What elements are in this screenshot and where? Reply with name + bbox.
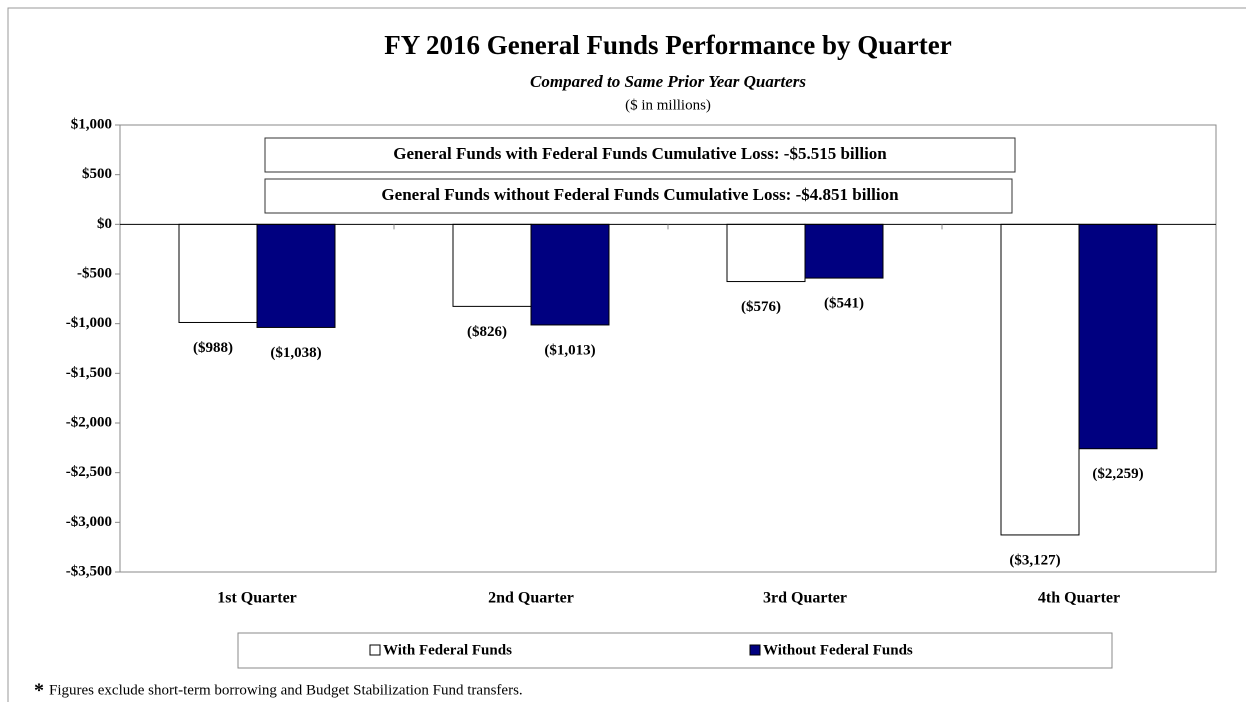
data-label: ($2,259) xyxy=(1092,466,1143,482)
footnote: Figures exclude short-term borrowing and… xyxy=(49,682,523,698)
x-tick-label: 1st Quarter xyxy=(217,590,297,607)
y-tick-label: -$500 xyxy=(77,265,112,281)
chart-subtitle: Compared to Same Prior Year Quarters xyxy=(530,72,806,91)
legend-swatch xyxy=(369,644,381,656)
bar xyxy=(452,223,532,307)
legend-swatch xyxy=(749,644,761,656)
x-tick-label: 2nd Quarter xyxy=(488,590,574,607)
x-tick-label: 3rd Quarter xyxy=(763,590,847,607)
bar xyxy=(178,223,258,323)
chart-title: FY 2016 General Funds Performance by Qua… xyxy=(384,30,951,60)
bar xyxy=(1078,223,1158,450)
y-tick-label: $1,000 xyxy=(71,116,112,132)
bar xyxy=(530,223,610,326)
y-tick-label: -$2,500 xyxy=(66,464,112,480)
legend-label: With Federal Funds xyxy=(383,642,512,658)
data-label: ($988) xyxy=(193,340,233,356)
y-tick-label: -$3,000 xyxy=(66,514,112,530)
y-tick-label: -$1,000 xyxy=(66,315,112,331)
data-label: ($541) xyxy=(824,296,864,312)
annotation: General Funds with Federal Funds Cumulat… xyxy=(393,144,887,163)
frame xyxy=(7,7,1246,702)
legend-label: Without Federal Funds xyxy=(763,642,913,658)
footnote-marker: * xyxy=(34,680,44,702)
bar xyxy=(1000,223,1080,536)
y-tick-label: -$1,500 xyxy=(66,365,112,381)
legend-box xyxy=(237,632,1113,669)
data-label: ($576) xyxy=(741,299,781,315)
annotation: General Funds without Federal Funds Cumu… xyxy=(381,185,899,204)
y-tick-label: $500 xyxy=(82,166,112,182)
annotation-box xyxy=(264,137,1016,173)
y-tick-label: -$2,000 xyxy=(66,414,112,430)
data-label: ($1,013) xyxy=(544,342,595,358)
annotation-box xyxy=(264,178,1013,214)
unit-label: ($ in millions) xyxy=(625,97,711,113)
bar xyxy=(256,223,336,328)
plot-area xyxy=(119,124,1217,573)
data-label: ($1,038) xyxy=(270,345,321,361)
data-label: ($826) xyxy=(467,324,507,340)
y-tick-label: -$3,500 xyxy=(66,563,112,579)
data-label: ($3,127) xyxy=(1009,552,1060,568)
bar xyxy=(804,223,884,279)
y-tick-label: $0 xyxy=(97,216,112,232)
x-tick-label: 4th Quarter xyxy=(1038,590,1120,607)
bar xyxy=(726,223,806,283)
